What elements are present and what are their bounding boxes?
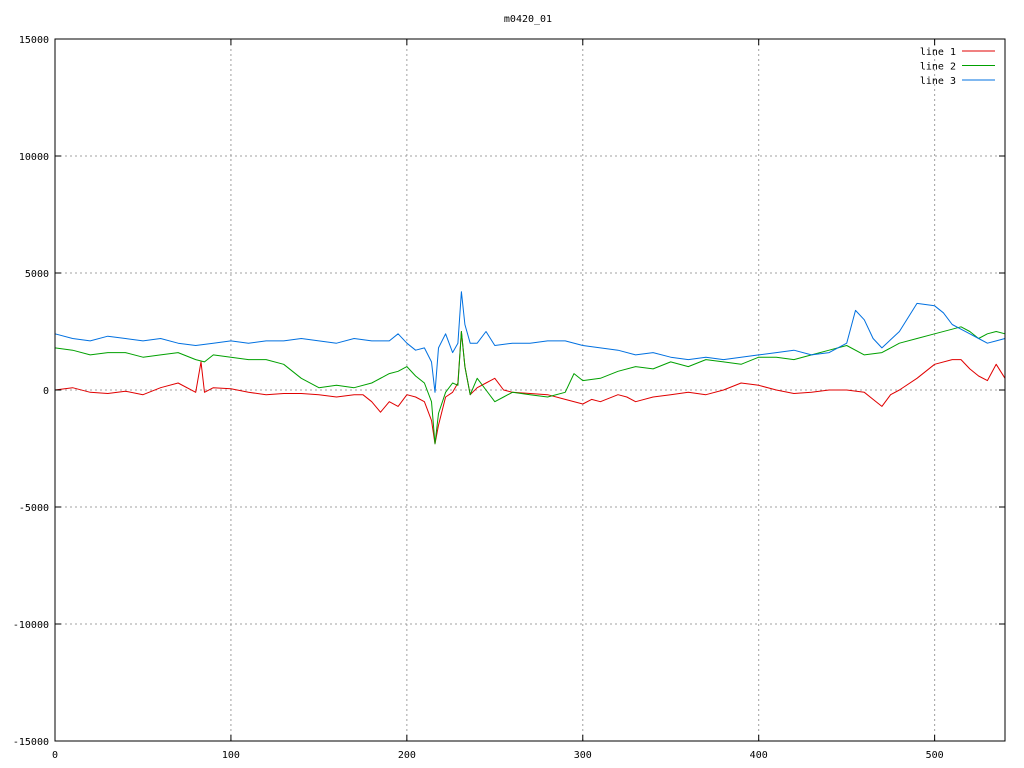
y-tick-label: 15000 <box>19 35 49 46</box>
y-tick-label: -10000 <box>13 620 49 631</box>
series-line-3 <box>54 291 1006 393</box>
x-tick-label: 500 <box>926 750 944 761</box>
y-tick-label: 10000 <box>19 152 49 163</box>
grid-layer <box>55 39 1005 741</box>
series-line-2 <box>54 326 1006 445</box>
y-tick-label: -5000 <box>19 503 49 514</box>
legend-label: line 3 <box>920 76 956 87</box>
series-layer <box>54 291 1006 445</box>
legend-label: line 2 <box>920 62 956 73</box>
x-tick-label: 0 <box>52 750 58 761</box>
tick-layer: 0 100 200 300 400 500 -15000 -10000 -5000 0 5000 10… <box>13 35 1005 761</box>
x-tick-label: 200 <box>398 750 416 761</box>
y-tick-label: -15000 <box>13 737 49 748</box>
x-tick-label: 300 <box>574 750 592 761</box>
chart-title: m0420_01 <box>504 14 552 25</box>
x-tick-label: 400 <box>750 750 768 761</box>
series-line-1 <box>54 331 1006 445</box>
legend: line 1 line 2 line 3 <box>920 47 995 87</box>
y-tick-label: 0 <box>43 386 49 397</box>
y-tick-label: 5000 <box>25 269 49 280</box>
legend-label: line 1 <box>920 47 956 58</box>
x-tick-label: 100 <box>222 750 240 761</box>
